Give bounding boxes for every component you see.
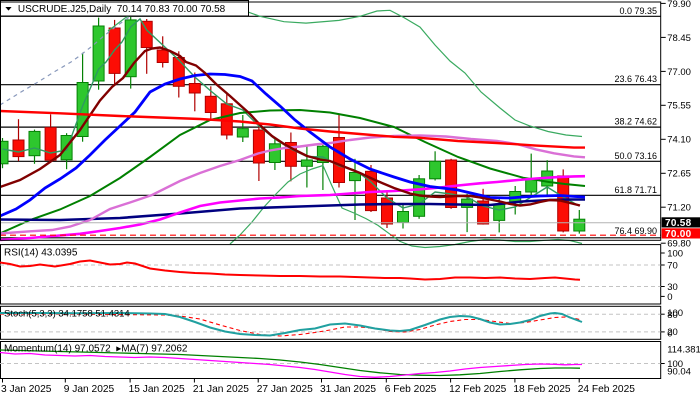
svg-text:0: 0 <box>667 292 672 303</box>
svg-text:15 Jan 2025: 15 Jan 2025 <box>129 384 185 395</box>
svg-text:70.00: 70.00 <box>665 229 692 240</box>
svg-text:30: 30 <box>667 282 678 293</box>
svg-text:100: 100 <box>667 359 683 370</box>
svg-text:74.10: 74.10 <box>667 135 691 146</box>
svg-text:72.65: 72.65 <box>667 169 691 180</box>
svg-text:12 Feb 2025: 12 Feb 2025 <box>449 384 507 395</box>
svg-text:78.45: 78.45 <box>667 33 691 44</box>
svg-text:70: 70 <box>667 260 678 271</box>
svg-text:77.00: 77.00 <box>667 67 691 78</box>
svg-text:61.8 71.71: 61.8 71.71 <box>614 185 657 195</box>
svg-text:75.55: 75.55 <box>667 101 691 112</box>
svg-text:3 Jan 2025: 3 Jan 2025 <box>1 384 52 395</box>
svg-text:71.20: 71.20 <box>667 203 691 214</box>
svg-text:76.4 69.90: 76.4 69.90 <box>614 226 657 236</box>
svg-text:6 Feb 2025: 6 Feb 2025 <box>385 384 437 395</box>
svg-text:79.90: 79.90 <box>667 0 691 10</box>
svg-text:0: 0 <box>667 329 672 340</box>
svg-text:90.04: 90.04 <box>667 367 691 378</box>
svg-text:31 Jan 2025: 31 Jan 2025 <box>320 384 376 395</box>
svg-text:18 Feb 2025: 18 Feb 2025 <box>513 384 571 395</box>
svg-text:38.2 74.62: 38.2 74.62 <box>614 117 657 127</box>
svg-text:RSI(14) 43.0395: RSI(14) 43.0395 <box>4 248 78 259</box>
svg-text:23.6 76.43: 23.6 76.43 <box>614 74 657 84</box>
svg-text:21 Jan 2025: 21 Jan 2025 <box>193 384 249 395</box>
svg-text:80: 80 <box>667 310 678 321</box>
svg-text:20: 20 <box>667 327 678 338</box>
svg-text:100: 100 <box>667 248 683 259</box>
svg-text:Stoch(5,3,3) 34.1758 51.4314: Stoch(5,3,3) 34.1758 51.4314 <box>4 309 130 320</box>
svg-text:100: 100 <box>667 308 683 319</box>
svg-text:0.0 79.35: 0.0 79.35 <box>619 6 657 16</box>
svg-text:27 Jan 2025: 27 Jan 2025 <box>257 384 313 395</box>
svg-text:69.80: 69.80 <box>667 239 691 250</box>
svg-text:USCRUDE.J25,Daily 70.14 70.83: USCRUDE.J25,Daily 70.14 70.83 70.00 70.5… <box>18 4 226 15</box>
svg-text:70.58: 70.58 <box>665 218 692 229</box>
svg-text:9 Jan 2025: 9 Jan 2025 <box>64 384 115 395</box>
svg-text:50.0 73.16: 50.0 73.16 <box>614 151 657 161</box>
svg-text:Momentum(14) 97.0572 ▸MA(7) 9: Momentum(14) 97.0572 ▸MA(7) 97.2062 <box>4 344 188 355</box>
svg-text:114.3813: 114.3813 <box>667 344 700 355</box>
svg-text:24 Feb 2025: 24 Feb 2025 <box>578 384 636 395</box>
